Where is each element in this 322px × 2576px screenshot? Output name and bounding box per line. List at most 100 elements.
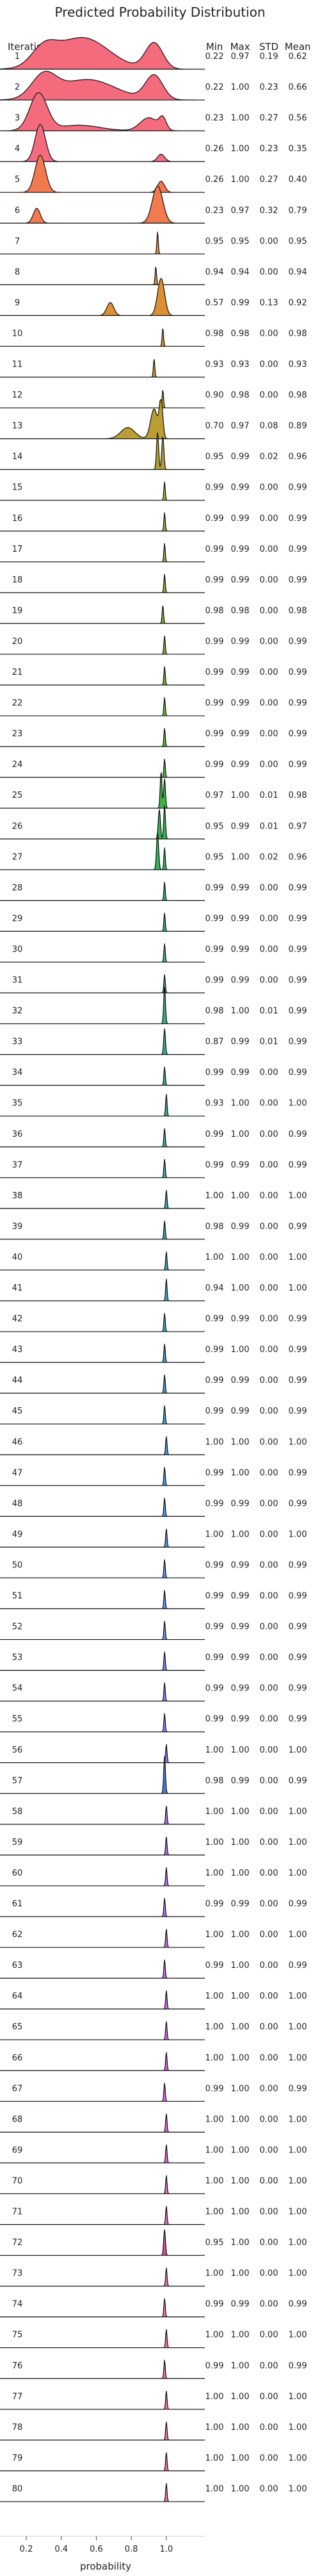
stat-min: 1.00 <box>205 1191 224 1201</box>
density-area <box>0 328 205 347</box>
ridge-row: 19 0.98 0.98 0.00 0.98 <box>0 606 307 624</box>
density-area <box>0 2298 205 2318</box>
stat-std: 0.00 <box>260 1992 278 2001</box>
ridge-row: 73 1.00 1.00 0.00 1.00 <box>0 2267 307 2287</box>
stat-mean: 0.99 <box>289 1222 307 1232</box>
stat-std: 0.00 <box>260 1560 278 1570</box>
stat-max: 0.99 <box>231 1715 250 1724</box>
ridge-row: 40 1.00 1.00 0.00 1.00 <box>0 1251 307 1271</box>
ridge-row: 75 1.00 1.00 0.00 1.00 <box>0 2329 307 2349</box>
density-area <box>0 266 205 285</box>
stat-std: 0.00 <box>260 1284 278 1293</box>
iteration-label: 57 <box>12 1776 23 1786</box>
ridge-row: 29 0.99 0.99 0.00 0.99 <box>0 912 307 932</box>
iteration-label: 38 <box>12 1191 23 1201</box>
stat-std: 0.01 <box>260 791 278 800</box>
ridge-row: 79 1.00 1.00 0.00 1.00 <box>0 2452 307 2472</box>
stat-max: 1.00 <box>231 1530 250 1539</box>
iteration-label: 34 <box>12 1068 23 1078</box>
ridge-row: 13 0.70 0.97 0.08 0.89 <box>0 399 307 440</box>
stat-max: 1.00 <box>231 1345 250 1355</box>
density-area <box>0 1621 205 1640</box>
ridge-row: 49 1.00 1.00 0.00 1.00 <box>0 1528 307 1548</box>
ridge-row: 7 0.95 0.95 0.00 0.95 <box>0 231 307 254</box>
stat-mean: 0.98 <box>289 791 307 800</box>
stat-min: 0.99 <box>205 1899 224 1909</box>
iteration-label: 13 <box>12 422 23 431</box>
stat-std: 0.00 <box>260 2331 278 2340</box>
ridge-row: 72 0.95 1.00 0.00 1.00 <box>0 2229 307 2256</box>
iteration-label: 61 <box>12 1899 23 1909</box>
stat-max: 0.95 <box>231 236 250 246</box>
stat-std: 0.00 <box>260 2115 278 2124</box>
stat-min: 1.00 <box>205 1253 224 1262</box>
density-area <box>0 1929 205 1948</box>
iteration-label: 42 <box>12 1314 23 1324</box>
stat-min: 0.99 <box>205 668 224 677</box>
stat-std: 0.00 <box>260 2392 278 2402</box>
ridge-row: 10 0.98 0.98 0.00 0.98 <box>0 328 307 347</box>
ridge-row: 65 1.00 1.00 0.00 1.00 <box>0 2021 307 2040</box>
iteration-label: 14 <box>12 452 23 462</box>
stat-min: 0.87 <box>205 1037 224 1047</box>
stat-mean: 0.99 <box>289 1037 307 1047</box>
stat-min: 0.22 <box>205 83 224 92</box>
density-area <box>0 1806 205 1825</box>
density-area <box>0 2021 205 2040</box>
stat-max: 1.00 <box>231 1992 250 2001</box>
stat-header-min: Min <box>206 41 223 53</box>
stat-max: 1.00 <box>231 2423 250 2432</box>
stat-std: 0.00 <box>260 1099 278 1109</box>
stat-std: 0.27 <box>260 175 278 185</box>
density-area <box>0 1837 205 1856</box>
stat-min: 1.00 <box>205 2454 224 2463</box>
ridge-row: 69 1.00 1.00 0.00 1.00 <box>0 2144 307 2163</box>
iteration-label: 49 <box>12 1530 23 1539</box>
stat-max: 1.00 <box>231 1468 250 1478</box>
stat-std: 0.02 <box>260 452 278 462</box>
density-area <box>0 666 205 686</box>
stat-max: 0.99 <box>231 1222 250 1232</box>
ridge-row: 14 0.95 0.99 0.02 0.96 <box>0 432 307 470</box>
iteration-label: 65 <box>12 2022 23 2032</box>
stat-std: 0.00 <box>260 1622 278 1632</box>
stat-std: 0.00 <box>260 1314 278 1324</box>
stat-max: 0.98 <box>231 329 250 338</box>
stat-std: 0.00 <box>260 2361 278 2371</box>
ridge-row: 57 0.98 0.99 0.00 0.99 <box>0 1756 307 1794</box>
stat-max: 1.00 <box>231 2392 250 2402</box>
stat-mean: 0.99 <box>289 545 307 554</box>
ridge-row: 43 0.99 1.00 0.00 0.99 <box>0 1344 307 1363</box>
iteration-label: 36 <box>12 1130 23 1139</box>
stat-std: 0.00 <box>260 1592 278 1601</box>
stat-std: 0.00 <box>260 1437 278 1447</box>
density-area <box>0 185 205 224</box>
ridge-row: 64 1.00 1.00 0.00 1.00 <box>0 1990 307 2010</box>
stat-min: 0.57 <box>205 298 224 308</box>
ridge-row: 22 0.99 0.99 0.00 0.99 <box>0 697 307 716</box>
ridge-row: 71 1.00 1.00 0.00 1.00 <box>0 2206 307 2225</box>
stat-max: 1.00 <box>231 2176 250 2186</box>
ridge-row: 20 0.99 0.99 0.00 0.99 <box>0 635 307 655</box>
stat-std: 0.00 <box>260 2269 278 2279</box>
stat-mean: 1.00 <box>289 2454 307 2463</box>
ridge-row: 41 0.94 1.00 0.00 1.00 <box>0 1278 307 1301</box>
stat-std: 0.00 <box>260 2423 278 2432</box>
iteration-label: 32 <box>12 1007 23 1016</box>
stat-mean: 0.99 <box>289 575 307 585</box>
stat-min: 1.00 <box>205 1930 224 1940</box>
stat-mean: 0.99 <box>289 1592 307 1601</box>
stat-mean: 0.99 <box>289 1715 307 1724</box>
stat-std: 0.00 <box>260 2454 278 2463</box>
density-area <box>0 2052 205 2071</box>
x-tick-label: 0.4 <box>54 2545 68 2554</box>
iteration-label: 2 <box>15 83 20 92</box>
ridge-row: 66 1.00 1.00 0.00 1.00 <box>0 2052 307 2071</box>
stat-min: 0.99 <box>205 1499 224 1508</box>
iteration-label: 20 <box>12 637 23 647</box>
stat-mean: 0.99 <box>289 483 307 493</box>
density-area <box>0 1251 205 1271</box>
stat-min: 0.99 <box>205 1407 224 1416</box>
stat-min: 0.90 <box>205 391 224 400</box>
stat-mean: 0.99 <box>289 1622 307 1632</box>
